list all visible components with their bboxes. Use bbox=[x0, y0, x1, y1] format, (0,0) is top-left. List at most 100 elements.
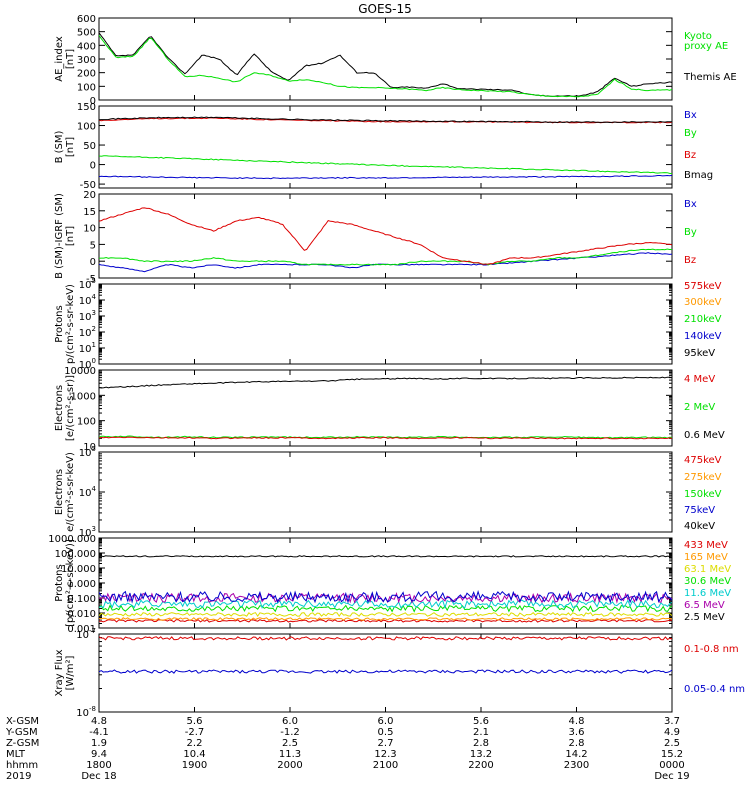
y-tick-label: 10-7 bbox=[76, 627, 96, 641]
legend-entry: 150keV bbox=[684, 489, 722, 500]
footer-cell: 4.9 bbox=[664, 727, 680, 738]
y-tick-exponent: 3 bbox=[92, 525, 96, 533]
panel-protons2: 0.001 0.010 0.100 1.000 10.000 100.000 1000.00… bbox=[48, 534, 731, 635]
legend-entry: 2 MeV bbox=[684, 402, 715, 413]
footer-cell: 2200 bbox=[468, 760, 493, 771]
y-tick-label: 1000 bbox=[71, 391, 96, 402]
footer-row-label: 2019 bbox=[6, 771, 31, 782]
y-tick-label: 0.100 bbox=[67, 594, 96, 605]
series-line-themis-ae bbox=[99, 32, 672, 97]
footer-cell: 0.5 bbox=[378, 727, 394, 738]
series-line-63-1-mev bbox=[99, 612, 672, 618]
footer-row-label: Z-GSM bbox=[6, 738, 39, 749]
footer-row-label: Y-GSM bbox=[5, 727, 38, 738]
series-group bbox=[99, 555, 672, 623]
y-tick-label: 10 bbox=[83, 224, 96, 235]
series-group bbox=[99, 116, 672, 180]
legend-entry: 40keV bbox=[684, 521, 715, 532]
legend-entry: 2.5 MeV bbox=[684, 612, 725, 623]
y-tick-exponent: 5 bbox=[92, 445, 96, 453]
y-tick-exponent: 2 bbox=[92, 325, 96, 333]
legend-entry: 300keV bbox=[684, 297, 722, 308]
y-tick-label: 104 bbox=[79, 293, 97, 307]
footer-cell: -2.7 bbox=[185, 727, 205, 738]
y-tick-exponent: 4 bbox=[92, 485, 97, 493]
y-tick-label: 15 bbox=[83, 207, 96, 218]
series-group bbox=[99, 376, 672, 440]
legend-entry: Bz bbox=[684, 150, 696, 161]
legend-entry: 11.6 MeV bbox=[684, 588, 731, 599]
footer-cell: 2300 bbox=[564, 760, 589, 771]
y-axis-label: [p/(cm²-s-sr-keV)] bbox=[65, 539, 76, 627]
footer-row-label: MLT bbox=[6, 749, 26, 760]
footer-cell: 10.4 bbox=[183, 749, 205, 760]
series-line-bx bbox=[99, 174, 672, 180]
y-tick-label: 10000 bbox=[64, 366, 96, 377]
legend-entry: 575keV bbox=[684, 281, 722, 292]
footer-cell: 1900 bbox=[182, 760, 207, 771]
y-tick-label: 200 bbox=[77, 69, 96, 80]
series-line-0-1-0-8-nm bbox=[99, 636, 672, 641]
series-line-165-mev bbox=[99, 617, 672, 621]
y-tick-label: 100 bbox=[77, 417, 96, 428]
y-tick-label: 10.000 bbox=[61, 564, 96, 575]
footer-row-label: X-GSM bbox=[6, 716, 39, 727]
footer-cell: 5.6 bbox=[473, 716, 489, 727]
footer-row-label: hhmm bbox=[6, 760, 38, 771]
y-axis-label: [nT] bbox=[65, 226, 76, 246]
y-axis-label: AE_index bbox=[54, 36, 65, 82]
y-tick-label: 100 bbox=[77, 122, 96, 133]
legend-entry: 0.1-0.8 nm bbox=[684, 644, 739, 655]
footer-cell: 11.3 bbox=[279, 749, 301, 760]
legend-entry: 165 MeV bbox=[684, 552, 728, 563]
legend-entry: 0.05-0.4 nm bbox=[684, 684, 745, 695]
footer-cell: 4.8 bbox=[91, 716, 107, 727]
legend-entry: 433 MeV bbox=[684, 540, 728, 551]
series-line-2-5-mev bbox=[99, 590, 672, 604]
y-tick-label: 150 bbox=[77, 102, 96, 113]
legend-entry: 75keV bbox=[684, 505, 715, 516]
legend-entry: 210keV bbox=[684, 314, 722, 325]
legend-entry: 30.6 MeV bbox=[684, 576, 731, 587]
y-tick-exponent: 0 bbox=[92, 357, 96, 365]
series-line-by bbox=[99, 155, 672, 174]
y-tick-label: 102 bbox=[79, 325, 96, 339]
series-line-kyoto-proxy-ae bbox=[99, 35, 672, 98]
y-axis-label: B (SM)-IGRF (SM) bbox=[54, 193, 65, 279]
y-tick-label: 600 bbox=[77, 14, 96, 25]
y-axis-label: [W/m²] bbox=[65, 655, 76, 690]
legend-entry: 95keV bbox=[684, 348, 715, 359]
series-line-30-6-mev bbox=[99, 604, 672, 613]
panel-frame bbox=[98, 451, 673, 533]
y-axis-label: Protons bbox=[54, 564, 65, 601]
series-line-4-mev bbox=[99, 436, 672, 440]
legend-entry: Kyoto bbox=[684, 31, 712, 42]
ephemeris-footer: X-GSMY-GSMZ-GSMMLThhmm20194.8-4.11.99.41… bbox=[5, 716, 690, 782]
y-axis-label: [nT] bbox=[65, 49, 76, 69]
y-tick-label: 5 bbox=[90, 240, 96, 251]
y-tick-exponent: 3 bbox=[92, 309, 96, 317]
y-tick-label: 0 bbox=[90, 161, 96, 172]
footer-cell: 1.9 bbox=[91, 738, 107, 749]
y-tick-label: 10 bbox=[83, 442, 96, 453]
legend-entry: By bbox=[684, 227, 697, 238]
legend-entry: 4 MeV bbox=[684, 374, 715, 385]
footer-cell: -1.2 bbox=[280, 727, 300, 738]
y-tick-exponent: -7 bbox=[89, 627, 96, 635]
footer-cell: 9.4 bbox=[91, 749, 107, 760]
footer-cell: 15.2 bbox=[661, 749, 683, 760]
y-axis-label: Electrons bbox=[54, 385, 65, 431]
y-axis-label: e/(cm²-s-sr-keV) bbox=[65, 452, 76, 532]
footer-cell: 2.8 bbox=[569, 738, 585, 749]
legend-entry: 140keV bbox=[684, 331, 722, 342]
series-line-high bbox=[99, 555, 672, 558]
y-tick-exponent: 1 bbox=[92, 341, 96, 349]
y-tick-label: 0.010 bbox=[67, 609, 96, 620]
y-tick-label: 400 bbox=[77, 41, 96, 52]
footer-cell: 14.2 bbox=[565, 749, 587, 760]
y-tick-exponent: 4 bbox=[92, 293, 97, 301]
footer-cell: 2000 bbox=[277, 760, 302, 771]
